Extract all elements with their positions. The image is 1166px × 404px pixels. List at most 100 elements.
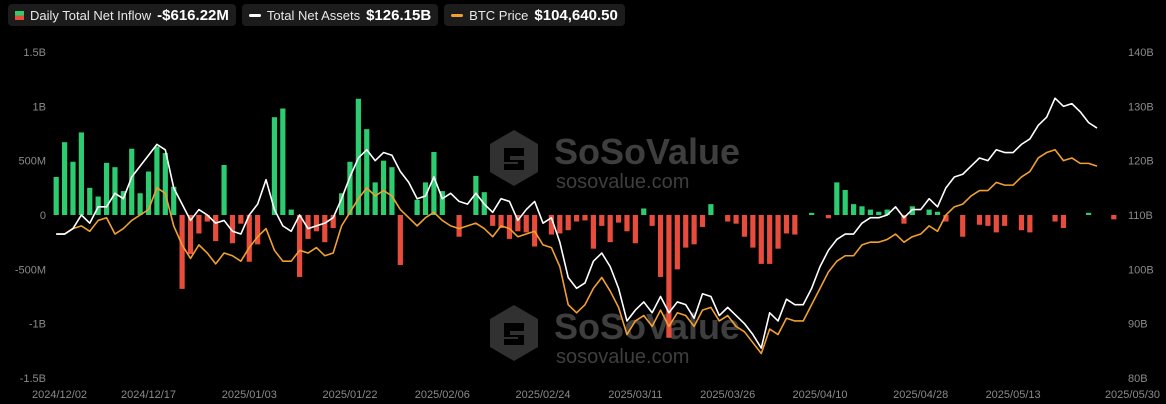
inflow-bar	[171, 186, 177, 215]
inflow-bar	[1060, 215, 1067, 229]
inflow-bar	[330, 215, 336, 229]
inflow-bar	[993, 215, 999, 233]
inflow-bar	[53, 176, 59, 215]
inflow-bar	[574, 215, 580, 222]
inflow-bar	[859, 206, 865, 215]
inflow-bar	[297, 215, 303, 277]
logo-hexagon	[490, 130, 538, 186]
x-axis-tick: 2025/03/11	[608, 389, 662, 401]
left-axis-tick: 1.5B	[23, 47, 46, 59]
inflow-bar	[884, 209, 890, 215]
legend-label: Daily Total Net Inflow	[30, 7, 152, 23]
watermark-brand: SoSoValue	[554, 131, 740, 172]
left-axis-tick: -500M	[15, 264, 46, 276]
logo-mark	[504, 148, 524, 170]
x-axis-tick: 2025/04/10	[792, 389, 847, 401]
sosovalue-logo-icon	[490, 305, 538, 361]
inflow-bar	[112, 167, 118, 215]
inflow-bar	[229, 215, 236, 244]
inflow-bar	[599, 215, 605, 226]
inflow-bar	[674, 215, 680, 270]
watermark-url: sosovalue.com	[556, 346, 689, 368]
inflow-bar	[607, 215, 613, 243]
inflow-bar	[145, 171, 152, 215]
x-axis-tick: 2025/05/13	[986, 389, 1041, 401]
x-axis-tick: 2024/12/02	[32, 389, 87, 401]
inflow-bar	[1002, 215, 1008, 226]
inflow-bar	[196, 215, 202, 234]
inflow-bar	[985, 215, 991, 226]
inflow-bar	[255, 215, 261, 245]
inflow-bar	[280, 108, 286, 215]
inflow-bar	[120, 191, 126, 215]
right-axis-tick: 140B	[1128, 47, 1154, 59]
inflow-bar	[1027, 215, 1033, 233]
inflow-bar	[238, 215, 244, 224]
inflow-bar	[1018, 215, 1025, 231]
inflow-bar	[313, 215, 319, 232]
sosovalue-logo-icon	[490, 130, 538, 186]
inflow-bar	[305, 215, 311, 239]
inflow-bar	[372, 182, 378, 215]
inflow-bar	[641, 208, 647, 215]
legend-label: BTC Price	[469, 7, 529, 23]
right-axis-tick: 110B	[1128, 210, 1153, 222]
inflow-bar	[758, 215, 764, 264]
inflow-bar	[473, 175, 479, 215]
inflow-bar	[322, 215, 328, 243]
inflow-bar	[154, 146, 160, 215]
inflow-bar	[162, 153, 168, 215]
inflow-bar	[565, 215, 571, 231]
left-axis-tick: -1B	[29, 319, 46, 331]
inflow-bar	[834, 182, 840, 215]
inflow-bar	[809, 212, 815, 215]
inflow-bar	[515, 215, 521, 232]
inflow-bar	[1052, 215, 1058, 222]
x-axis-tick: 2025/02/06	[415, 389, 470, 401]
x-axis-tick: 2025/03/26	[700, 389, 755, 401]
inflow-bar	[129, 148, 135, 215]
inflow-bar	[699, 215, 706, 227]
legend-label: Total Net Assets	[266, 7, 361, 23]
btc-price-line	[56, 149, 1098, 355]
inflow-bar	[657, 215, 664, 277]
inflow-bar	[557, 215, 563, 234]
inflow-bar	[187, 215, 194, 255]
white-line-icon	[248, 13, 261, 17]
inflow-bar	[649, 215, 655, 226]
legend-btc-price[interactable]: BTC Price $104,640.50	[444, 4, 625, 26]
inflow-bar	[851, 204, 857, 215]
legend-daily-net-inflow[interactable]: Daily Total Net Inflow -$616.22M	[8, 4, 236, 26]
watermark: SoSoValuesosovalue.comSoSoValuesosovalue…	[490, 130, 740, 368]
orange-line-icon	[451, 13, 464, 17]
inflow-bar	[582, 215, 588, 221]
inflow-bar	[624, 215, 630, 232]
inflow-bar	[775, 215, 781, 249]
inflow-bar	[137, 193, 143, 215]
inflow-bar	[548, 215, 555, 235]
inflow-bar	[691, 215, 697, 245]
legend: Daily Total Net Inflow -$616.22M Total N…	[8, 4, 625, 26]
left-axis-tick: 1B	[33, 101, 46, 113]
inflow-bar	[666, 215, 672, 338]
inflow-bar	[271, 117, 278, 215]
x-axis-tick: 2024/12/17	[121, 389, 176, 401]
legend-total-net-assets[interactable]: Total Net Assets $126.15B	[241, 4, 439, 26]
inflow-bar	[288, 209, 294, 215]
total-net-assets-line	[56, 97, 1098, 349]
watermark-brand: SoSoValue	[554, 306, 740, 347]
inflow-bar	[380, 160, 387, 215]
legend-value: $104,640.50	[534, 6, 618, 24]
inflow-bar	[523, 215, 529, 233]
inflow-bar	[439, 191, 445, 215]
inflow-bar	[213, 215, 219, 242]
inflow-bar	[943, 215, 949, 222]
inflow-bar	[95, 196, 101, 215]
logo-hexagon	[490, 305, 538, 361]
inflow-bar	[179, 215, 185, 289]
inflow-bar	[78, 132, 84, 215]
inflow-bar	[246, 215, 252, 262]
inflow-bar	[221, 165, 227, 215]
